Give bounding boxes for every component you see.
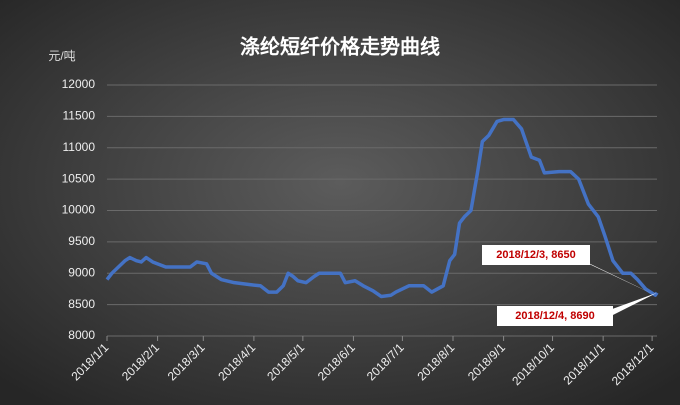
y-tick-label: 11000: [63, 140, 96, 154]
y-tick-label: 9000: [68, 265, 95, 279]
y-tick-label: 9500: [68, 234, 95, 248]
y-tick-label: 8500: [68, 297, 95, 311]
price-line: [105, 117, 659, 299]
y-unit: 元/吨: [48, 49, 75, 63]
callout-box: [482, 245, 590, 265]
callout-pointer: [570, 255, 656, 296]
chart-title: 涤纶短纤价格走势曲线: [240, 34, 440, 58]
value-label: 2018/12/3, 8650: [496, 249, 576, 261]
y-tick-label: 10000: [62, 203, 96, 217]
y-tick-label: 8000: [68, 328, 95, 342]
y-tick-label: 12000: [62, 77, 96, 91]
callout-box: [497, 306, 613, 326]
y-tick-label: 10500: [62, 171, 96, 185]
value-label: 2018/12/4, 8690: [515, 310, 595, 322]
y-tick-label: 11500: [63, 109, 96, 123]
